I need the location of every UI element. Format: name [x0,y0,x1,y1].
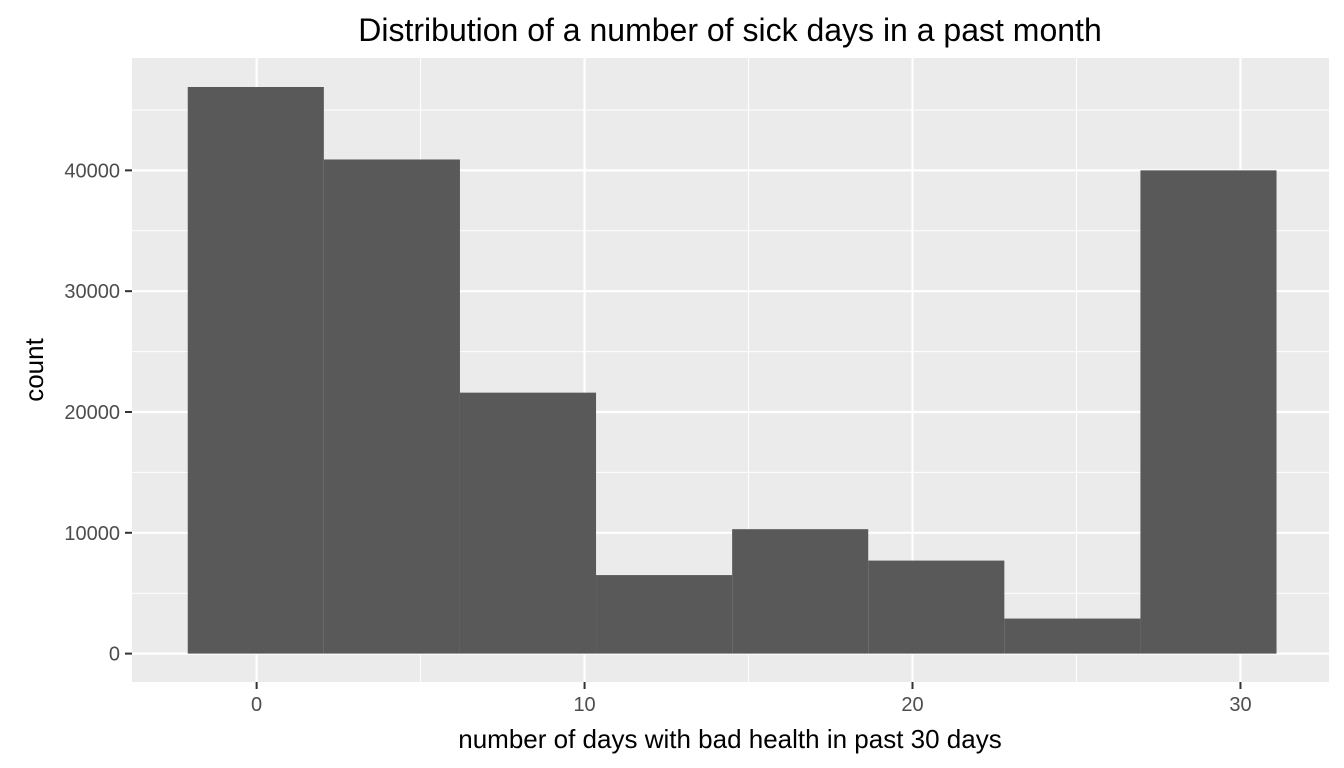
x-tick-label: 30 [1229,694,1251,716]
x-tick-label: 0 [251,694,262,716]
chart-title: Distribution of a number of sick days in… [358,12,1101,48]
x-axis-title: number of days with bad health in past 3… [458,724,1001,754]
histogram-bar [732,529,869,654]
x-tick-label: 20 [901,694,923,716]
histogram-bar [868,560,1005,654]
histogram-bar [1004,618,1141,654]
y-tick-label: 40000 [64,160,120,182]
x-tick-label: 10 [573,694,595,716]
histogram-bar [596,575,733,654]
histogram-bar [187,86,324,654]
y-tick-label: 0 [109,644,120,666]
histogram-bar [323,159,460,654]
y-axis: 0 10000 20000 30000 40000 [64,160,132,666]
histogram-bar [1140,170,1277,654]
y-axis-title: count [19,337,49,401]
x-axis: 0 10 20 30 [251,682,1252,716]
histogram-bar [459,392,597,654]
y-tick-label: 30000 [64,281,120,303]
y-tick-label: 10000 [64,523,120,545]
histogram-bars [187,86,1277,654]
y-tick-label: 20000 [64,402,120,424]
